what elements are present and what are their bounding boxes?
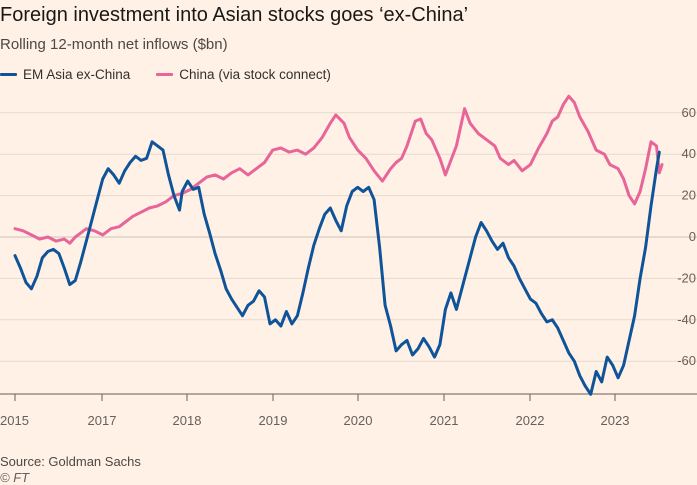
legend: EM Asia ex-China China (via stock connec… [0,67,331,82]
y-tick-label: 40 [682,146,696,161]
series-line-em-asia-ex-china [13,140,661,396]
legend-item-em-asia: EM Asia ex-China [0,67,130,82]
y-tick-label: -20 [677,270,696,285]
x-tick-label: 2022 [516,413,545,428]
legend-item-china: China (via stock connect) [156,67,331,82]
x-tick-label: 2017 [88,413,117,428]
y-tick-label: 60 [682,105,696,120]
source-note: Source: Goldman Sachs [0,454,141,469]
y-tick-label: -40 [677,312,696,327]
legend-label-china: China (via stock connect) [179,67,331,82]
x-axis: 2015 2017 2018 2019 2020 2021 2022 2023 [0,393,697,428]
x-tick-label: 2023 [601,413,630,428]
chart-title: Foreign investment into Asian stocks goe… [0,4,469,26]
gridlines [0,112,697,362]
x-tick-label: 2015 [0,413,29,428]
legend-swatch-china [156,73,174,76]
x-tick-label: 2019 [259,413,288,428]
legend-swatch-em-asia [0,73,17,76]
x-tick-label: 2021 [430,413,459,428]
y-tick-label: 20 [682,188,696,203]
y-tick-label: 0 [689,229,696,244]
credit-note: © FT [0,470,30,485]
legend-label-em-asia: EM Asia ex-China [23,67,131,82]
y-axis-labels: 60 40 20 0 -20 -40 -60 [677,105,696,368]
series-lines [13,94,664,396]
series-line-china-stock-connect [13,94,664,245]
x-tick-label: 2018 [173,413,202,428]
chart-subtitle: Rolling 12-month net inflows ($bn) [0,36,228,53]
y-tick-label: -60 [677,353,696,368]
x-tick-label: 2020 [344,413,373,428]
